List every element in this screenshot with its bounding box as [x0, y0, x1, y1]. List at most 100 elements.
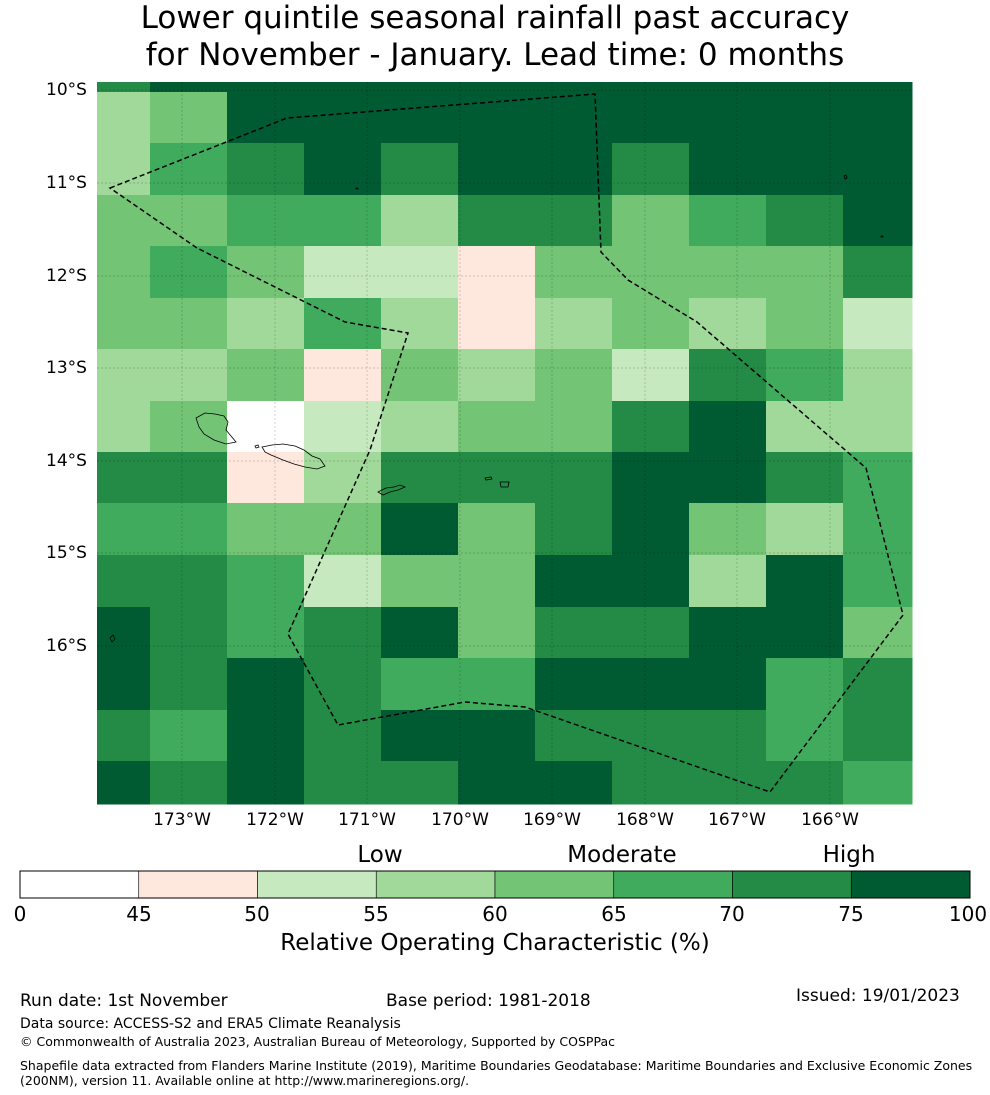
grid-cell: [97, 246, 151, 299]
grid-cell: [227, 761, 305, 805]
colorbar-tick-55: 55: [363, 902, 389, 926]
category-high-label: High: [822, 842, 876, 868]
grid-cell: [304, 452, 382, 504]
grid-cell: [689, 195, 767, 247]
colorbar-segment: [613, 870, 733, 899]
grid-cell: [227, 555, 305, 608]
grid-cell: [612, 607, 690, 659]
grid-cell: [612, 143, 690, 196]
grid-cell: [689, 349, 767, 402]
grid-cell: [150, 658, 228, 711]
grid-cell: [97, 452, 151, 504]
grid-cell: [97, 607, 151, 659]
grid-cell: [766, 503, 844, 556]
grid-cell: [535, 82, 613, 93]
colorbar-segments: [19, 870, 971, 899]
grid-cell: [227, 195, 305, 247]
grid-cell: [535, 761, 613, 805]
grid-cell: [381, 452, 459, 504]
grid-cell: [843, 761, 913, 805]
colorbar-segment: [732, 870, 852, 899]
grid-cell: [612, 246, 690, 299]
grid-cell: [535, 710, 613, 762]
grid-cell: [304, 143, 382, 196]
grid-cell: [381, 607, 459, 659]
grid-cell: [227, 246, 305, 299]
lat-label-10s: 10°S: [46, 80, 87, 100]
grid-cell: [766, 92, 844, 144]
grid-cell: [227, 298, 305, 350]
grid-cell: [304, 349, 382, 402]
lat-label-13s: 13°S: [46, 358, 87, 378]
grid-cell: [535, 503, 613, 556]
grid-cell: [766, 298, 844, 350]
grid-cell: [689, 761, 767, 805]
colorbar-tick-65: 65: [601, 902, 627, 926]
grid-cell: [458, 452, 536, 504]
grid-cell: [458, 349, 536, 402]
lat-label-16s: 16°S: [46, 636, 87, 656]
swains-islet: [355, 187, 359, 190]
grid-cell: [689, 452, 767, 504]
grid-cell: [843, 143, 913, 196]
grid-cell: [689, 82, 767, 93]
lon-label-167w: 167°W: [708, 810, 766, 830]
grid-cell: [304, 607, 382, 659]
grid-cell: [766, 761, 844, 805]
grid-cell: [97, 82, 151, 93]
atoll-northeast: [843, 174, 848, 180]
grid-cell: [766, 452, 844, 504]
lon-label-171w: 171°W: [338, 810, 396, 830]
grid-cell: [227, 82, 305, 93]
shapefile-credit-line-1: Shapefile data extracted from Flanders M…: [20, 1058, 973, 1073]
grid-cell: [689, 143, 767, 196]
lon-label-169w: 169°W: [523, 810, 581, 830]
grid-cell: [381, 401, 459, 453]
grid-cell: [766, 401, 844, 453]
grid-cell: [150, 710, 228, 762]
atoll-west: [109, 634, 116, 643]
grid-cell: [843, 710, 913, 762]
grid-cell: [612, 195, 690, 247]
colorbar-tick-70: 70: [719, 902, 745, 926]
grid-cell: [535, 92, 613, 144]
grid-cell: [535, 452, 613, 504]
lat-label-14s: 14°S: [46, 451, 87, 471]
grid-cell: [612, 761, 690, 805]
category-moderate-label: Moderate: [567, 842, 677, 868]
grid-cell: [97, 349, 151, 402]
grid-cell: [458, 761, 536, 805]
grid-cell: [843, 503, 913, 556]
lat-label-11s: 11°S: [46, 173, 87, 193]
manua-ofu-islet: [484, 476, 493, 481]
tutuila-island: [377, 484, 407, 496]
grid-cell: [689, 92, 767, 144]
map-title: Lower quintile seasonal rainfall past ac…: [0, 0, 990, 74]
grid-cell: [612, 298, 690, 350]
colorbar-tick-60: 60: [482, 902, 508, 926]
upolu-island: [261, 443, 326, 470]
grid-cell: [304, 555, 382, 608]
savaii-island: [195, 412, 237, 445]
grid-cell: [535, 143, 613, 196]
grid-cell: [381, 92, 459, 144]
grid-cell: [458, 710, 536, 762]
grid-cell: [612, 503, 690, 556]
grid-cell: [612, 452, 690, 504]
grid-cell: [381, 503, 459, 556]
grid-cell: [612, 710, 690, 762]
colorbar-tick-100: 100: [948, 902, 988, 926]
grid-cell: [381, 349, 459, 402]
grid-cell: [843, 658, 913, 711]
lon-label-166w: 166°W: [801, 810, 859, 830]
grid-cell: [458, 143, 536, 196]
grid-cell: [381, 710, 459, 762]
grid-cell: [458, 503, 536, 556]
grid-cell: [227, 503, 305, 556]
grid-cell: [843, 298, 913, 350]
grid-cell: [381, 82, 459, 93]
grid-cell: [304, 92, 382, 144]
grid-cell: [381, 658, 459, 711]
grid-cell: [458, 607, 536, 659]
grid-cell: [612, 401, 690, 453]
